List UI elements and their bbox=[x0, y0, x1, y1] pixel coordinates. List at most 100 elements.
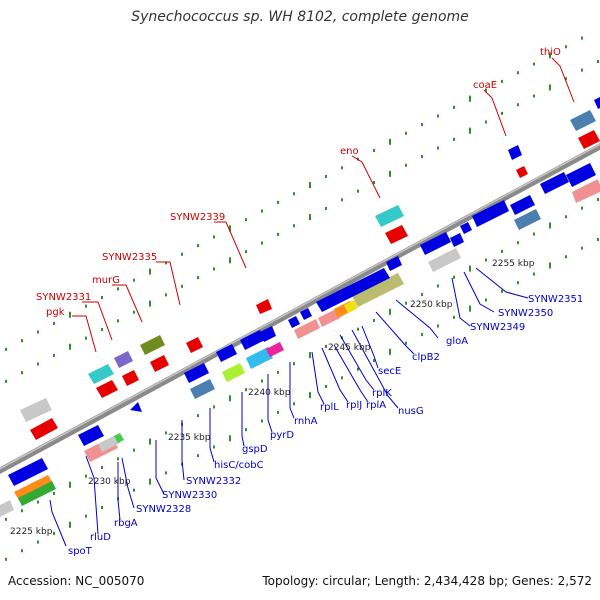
backbone bbox=[0, 142, 600, 475]
gene-label-bottom[interactable]: rplK bbox=[372, 388, 392, 399]
labels: 2225 kbp 2230 kbp 2235 kbp 2240 kbp 2245… bbox=[10, 47, 583, 557]
gene-feature[interactable] bbox=[386, 256, 402, 271]
leader-line bbox=[375, 311, 415, 355]
leader-line bbox=[483, 89, 507, 137]
gene-feature[interactable] bbox=[508, 145, 522, 160]
gene-feature[interactable] bbox=[184, 363, 209, 383]
gene-feature[interactable] bbox=[78, 425, 104, 446]
gene-feature[interactable] bbox=[246, 347, 273, 369]
gene-feature[interactable] bbox=[130, 402, 142, 412]
gene-feature[interactable] bbox=[420, 232, 451, 255]
gene-feature[interactable] bbox=[114, 433, 124, 443]
gene-label-top[interactable]: thiO bbox=[540, 47, 561, 58]
gene-feature[interactable] bbox=[0, 500, 14, 517]
gene-label-bottom[interactable]: SYNW2349 bbox=[470, 322, 525, 333]
gene-feature[interactable] bbox=[20, 398, 52, 422]
gene-label-bottom[interactable]: SYNW2330 bbox=[162, 490, 217, 501]
gene-feature[interactable] bbox=[266, 342, 284, 357]
gene-label-top[interactable]: murG bbox=[92, 275, 120, 286]
gene-label-bottom[interactable]: rnhA bbox=[294, 416, 318, 427]
scale-label: 2225 kbp bbox=[10, 527, 53, 537]
gene-label-bottom[interactable]: rbgA bbox=[114, 518, 138, 529]
gene-feature[interactable] bbox=[578, 130, 600, 149]
gene-label-bottom[interactable]: SYNW2332 bbox=[186, 476, 241, 487]
map-title: Synechococcus sp. WH 8102, complete geno… bbox=[131, 9, 469, 25]
gene-label-bottom[interactable]: gspD bbox=[242, 444, 268, 455]
gene-label-bottom[interactable]: SYNW2350 bbox=[498, 308, 553, 319]
gene-label-top[interactable]: pgk bbox=[46, 307, 65, 318]
gene-feature[interactable] bbox=[316, 268, 390, 312]
leader-line bbox=[214, 221, 247, 269]
gene-label-bottom[interactable]: secE bbox=[378, 366, 401, 377]
gene-feature[interactable] bbox=[240, 330, 265, 350]
gene-feature[interactable] bbox=[428, 248, 461, 272]
gene-feature[interactable] bbox=[216, 344, 237, 362]
leader-line bbox=[395, 299, 439, 339]
gene-feature[interactable] bbox=[294, 319, 320, 339]
gene-feature[interactable] bbox=[566, 163, 596, 187]
gene-feature[interactable] bbox=[300, 308, 312, 320]
scale-label: 2250 kbp bbox=[410, 300, 453, 310]
gene-feature[interactable] bbox=[8, 458, 48, 486]
gene-feature[interactable] bbox=[190, 379, 215, 399]
gene-feature[interactable] bbox=[256, 299, 272, 314]
leader-line bbox=[267, 374, 273, 433]
gene-feature[interactable] bbox=[88, 364, 114, 384]
gene-feature[interactable] bbox=[375, 205, 404, 227]
gene-feature[interactable] bbox=[472, 200, 509, 227]
gene-feature[interactable] bbox=[96, 380, 118, 398]
gene-label-bottom[interactable]: hisC/cobC bbox=[214, 460, 264, 471]
gene-feature[interactable] bbox=[514, 209, 541, 230]
gene-label-bottom[interactable]: SYNW2351 bbox=[528, 294, 583, 305]
gene-feature[interactable] bbox=[186, 337, 203, 353]
gene-feature[interactable] bbox=[222, 363, 245, 382]
leader-line bbox=[551, 57, 575, 103]
gene-feature[interactable] bbox=[516, 166, 528, 178]
gene-feature[interactable] bbox=[98, 435, 120, 452]
gene-label-bottom[interactable]: SYNW2328 bbox=[136, 504, 191, 515]
gene-label-bottom[interactable]: pyrD bbox=[270, 430, 294, 441]
leader-line bbox=[311, 351, 325, 405]
leader-line bbox=[117, 462, 121, 521]
gene-label-top[interactable]: SYNW2339 bbox=[170, 212, 225, 223]
leader-line bbox=[351, 329, 399, 409]
gene-feature[interactable] bbox=[572, 179, 600, 203]
gene-feature[interactable] bbox=[318, 309, 340, 327]
gene-label-bottom[interactable]: spoT bbox=[68, 546, 93, 557]
gene-label-bottom[interactable]: rplA bbox=[366, 400, 386, 411]
gene-feature[interactable] bbox=[260, 326, 276, 342]
gene-feature[interactable] bbox=[540, 172, 569, 194]
scale-label: 2255 kbp bbox=[492, 259, 535, 269]
gene-feature[interactable] bbox=[450, 233, 464, 247]
gene-feature[interactable] bbox=[594, 97, 600, 109]
gene-feature[interactable] bbox=[114, 351, 133, 368]
gene-label-bottom[interactable]: gloA bbox=[446, 336, 468, 347]
leader-line bbox=[451, 277, 471, 327]
gene-label-bottom[interactable]: nusG bbox=[398, 406, 424, 417]
gene-feature[interactable] bbox=[344, 300, 358, 313]
scale-label: 2230 kbp bbox=[88, 477, 131, 487]
gene-feature[interactable] bbox=[570, 110, 596, 131]
gene-label-bottom[interactable]: clpB2 bbox=[412, 352, 440, 363]
gene-feature[interactable] bbox=[122, 370, 139, 386]
gene-label-top[interactable]: SYNW2331 bbox=[36, 292, 91, 303]
gene-feature[interactable] bbox=[30, 418, 58, 440]
leader-line bbox=[351, 155, 381, 199]
gene-feature[interactable] bbox=[352, 273, 404, 307]
gene-label-bottom[interactable]: rluD bbox=[90, 532, 111, 543]
gene-label-bottom[interactable]: rplJ bbox=[346, 400, 362, 411]
gene-feature[interactable] bbox=[385, 225, 408, 244]
leader-line bbox=[155, 440, 165, 495]
gene-feature[interactable] bbox=[140, 335, 165, 355]
gene-feature[interactable] bbox=[510, 195, 535, 215]
gene-feature[interactable] bbox=[18, 481, 56, 506]
gene-label-top[interactable]: SYNW2335 bbox=[102, 252, 157, 263]
scale-label: 2245 kbp bbox=[328, 343, 371, 353]
gene-feature[interactable] bbox=[288, 316, 300, 328]
gene-label-bottom[interactable]: rplL bbox=[320, 402, 339, 413]
gene-feature[interactable] bbox=[460, 222, 472, 234]
gene-feature[interactable] bbox=[150, 355, 169, 372]
gene-label-top[interactable]: eno bbox=[340, 146, 359, 157]
gene-label-top[interactable]: coaE bbox=[473, 80, 497, 91]
